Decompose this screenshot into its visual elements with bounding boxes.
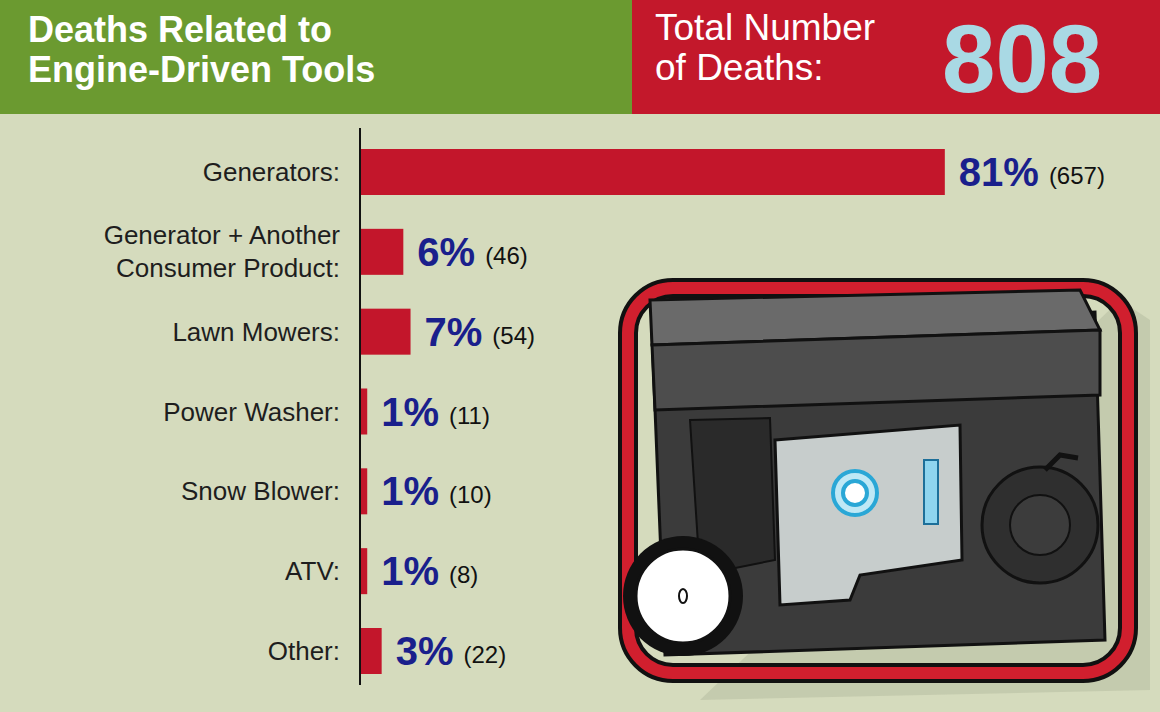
frame <box>628 288 1128 673</box>
count-label: (46) <box>485 242 528 269</box>
bar <box>360 468 367 514</box>
labels: Generators: 81% (657) Generator + AnotherCo… <box>104 150 1105 673</box>
title: Deaths Related toEngine-Driven Tools <box>28 9 375 90</box>
count-label: (10) <box>449 481 492 508</box>
engine <box>982 467 1098 583</box>
total-label-line: of Deaths: <box>655 47 824 88</box>
bar <box>360 229 403 275</box>
bar <box>360 628 382 674</box>
value-label: 7% <box>425 310 483 354</box>
tank <box>652 330 1100 410</box>
count-label: (657) <box>1049 162 1105 189</box>
category-label: Generators: <box>203 157 340 187</box>
value-label: 1% <box>381 549 439 593</box>
bar <box>360 548 367 594</box>
title-line: Deaths Related to <box>28 9 332 50</box>
title-line: Engine-Driven Tools <box>28 49 375 90</box>
engine-cap <box>1010 495 1070 555</box>
pull-cord <box>1045 455 1078 470</box>
value-label: 1% <box>381 469 439 513</box>
category-label-line: Generator + Another <box>104 220 341 250</box>
category-axis <box>359 128 361 685</box>
generator-illustration <box>623 288 1150 700</box>
category-label-line: Consumer Product: <box>116 253 340 283</box>
value-label: 1% <box>381 390 439 434</box>
total-value: 808 <box>942 5 1102 112</box>
value-label: 81% <box>959 150 1039 194</box>
title-banner <box>0 0 632 114</box>
total-label-line: Total Number <box>655 7 875 48</box>
value-label: 3% <box>396 629 454 673</box>
category-label-line: Lawn Mowers: <box>172 317 340 347</box>
category-label-line: Power Washer: <box>163 397 340 427</box>
count-label: (22) <box>463 641 506 668</box>
outlet <box>833 471 877 515</box>
category-label-line: Other: <box>268 636 340 666</box>
wheel <box>636 549 730 643</box>
switch <box>924 460 938 524</box>
count-label: (11) <box>449 402 490 429</box>
category-label: Generator + AnotherConsumer Product: <box>104 220 341 283</box>
total-banner <box>632 0 1160 114</box>
bar <box>360 149 945 195</box>
wheel-hub <box>679 589 687 603</box>
total-label: Total Numberof Deaths: <box>655 7 875 88</box>
background <box>0 0 1160 712</box>
control-panel <box>775 425 962 605</box>
category-label: Power Washer: <box>163 397 340 427</box>
category-label-line: ATV: <box>285 556 340 586</box>
frame-outline <box>628 288 1128 673</box>
count-label: (8) <box>449 561 478 588</box>
outlet-inner <box>843 481 867 505</box>
category-label: ATV: <box>285 556 340 586</box>
bars <box>360 149 945 674</box>
bar <box>360 309 411 355</box>
count-label: (54) <box>492 322 535 349</box>
bar <box>360 389 367 435</box>
category-label-line: Snow Blower: <box>181 476 340 506</box>
category-label: Lawn Mowers: <box>172 317 340 347</box>
category-label: Snow Blower: <box>181 476 340 506</box>
value-label: 6% <box>417 230 475 274</box>
chart: Deaths Related toEngine-Driven Tools Tota… <box>0 0 1160 712</box>
category-label-line: Generators: <box>203 157 340 187</box>
wheel-tire <box>623 536 743 656</box>
category-label: Other: <box>268 636 340 666</box>
